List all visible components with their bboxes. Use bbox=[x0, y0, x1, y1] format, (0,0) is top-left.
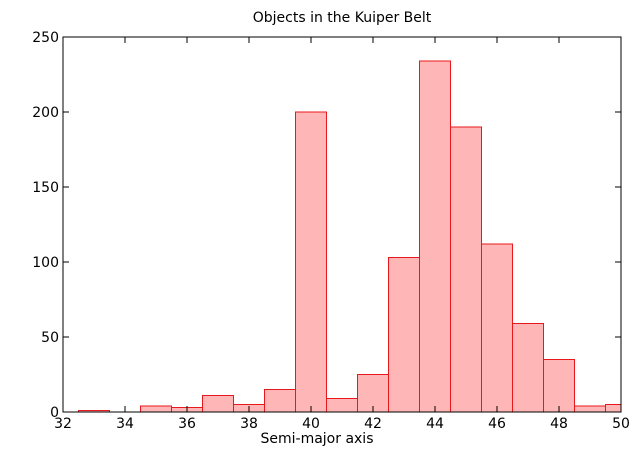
x-tick-label: 34 bbox=[116, 416, 134, 432]
histogram-bar-14 bbox=[512, 323, 544, 412]
y-tick-label: 150 bbox=[32, 180, 59, 196]
histogram-bar-7 bbox=[295, 111, 327, 412]
histogram-bar-9 bbox=[357, 374, 389, 412]
histogram-bar-15 bbox=[543, 359, 575, 412]
histogram-bar-6 bbox=[264, 389, 296, 412]
y-tick-label: 100 bbox=[32, 255, 59, 271]
y-tick-label: 0 bbox=[50, 405, 59, 421]
x-tick-label: 44 bbox=[426, 416, 444, 432]
histogram-bar-11 bbox=[419, 60, 451, 412]
x-axis-label: Semi-major axis bbox=[260, 431, 373, 447]
x-tick-label: 40 bbox=[302, 416, 320, 432]
y-tick-label: 250 bbox=[32, 30, 59, 46]
y-tick-label: 200 bbox=[32, 105, 59, 121]
histogram-bar-13 bbox=[481, 243, 513, 412]
x-tick-label: 50 bbox=[612, 416, 630, 432]
histogram-bar-2 bbox=[140, 405, 172, 412]
x-tick-label: 32 bbox=[54, 416, 72, 432]
x-tick-label: 36 bbox=[178, 416, 196, 432]
histogram-bar-4 bbox=[202, 395, 234, 412]
x-tick-label: 48 bbox=[550, 416, 568, 432]
histogram-bar-16 bbox=[574, 405, 606, 412]
chart-title: Objects in the Kuiper Belt bbox=[253, 10, 432, 26]
y-axis: 0 50 100 150 200 250 bbox=[32, 30, 621, 421]
plot-frame bbox=[62, 36, 622, 413]
y-tick-label: 50 bbox=[41, 330, 59, 346]
histogram-bars bbox=[78, 60, 621, 412]
histogram-bar-8 bbox=[326, 398, 358, 412]
x-axis: 32 34 36 38 40 42 44 46 48 50 bbox=[54, 37, 630, 432]
x-tick-label: 38 bbox=[240, 416, 258, 432]
histogram-bar-17 bbox=[605, 404, 621, 412]
histogram-bar-10 bbox=[388, 257, 420, 412]
x-tick-label: 42 bbox=[364, 416, 382, 432]
x-tick-label: 46 bbox=[488, 416, 506, 432]
histogram-bar-12 bbox=[450, 126, 482, 412]
histogram-bar-0 bbox=[78, 410, 110, 412]
